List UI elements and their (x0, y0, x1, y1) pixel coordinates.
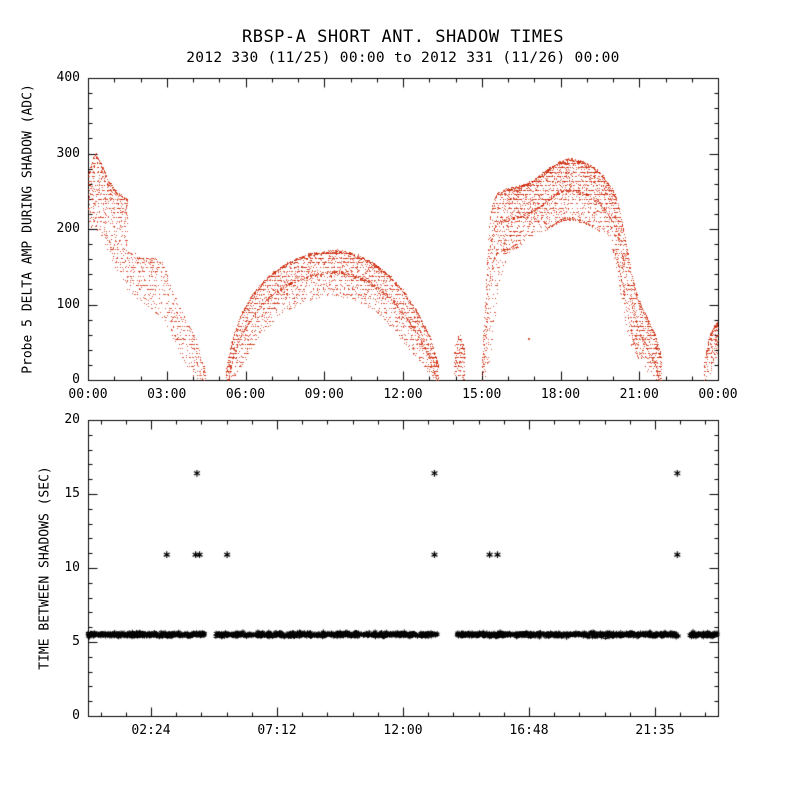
chart-canvas (0, 0, 800, 800)
